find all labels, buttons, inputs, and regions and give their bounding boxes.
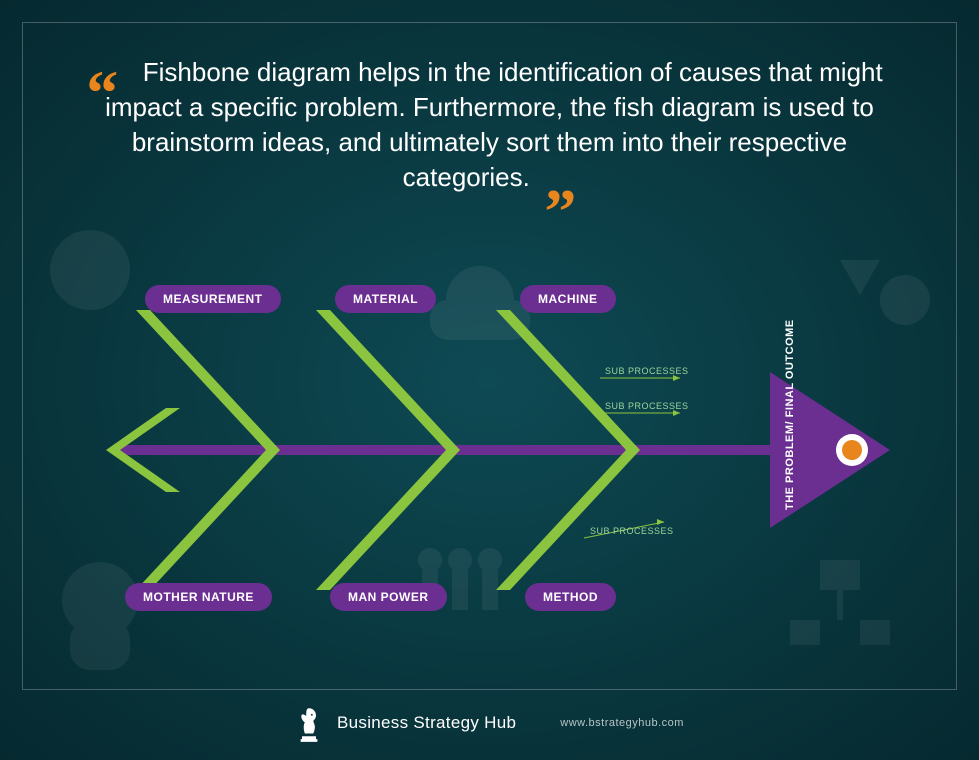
sub-process-label: SUB PROCESSES — [605, 401, 689, 411]
quote-text: Fishbone diagram helps in the identifica… — [105, 57, 883, 192]
open-quote-icon: “ — [86, 83, 118, 102]
knight-logo-icon — [295, 704, 323, 742]
category-pill: MATERIAL — [335, 285, 436, 313]
close-quote-icon: ” — [544, 202, 576, 221]
quote-block: “ Fishbone diagram helps in the identifi… — [90, 55, 889, 195]
category-pill: MAN POWER — [330, 583, 447, 611]
footer: Business Strategy Hub www.bstrategyhub.c… — [0, 704, 979, 742]
brand-url: www.bstrategyhub.com — [560, 717, 684, 729]
category-pill: METHOD — [525, 583, 616, 611]
category-pill: MOTHER NATURE — [125, 583, 272, 611]
category-pill: MACHINE — [520, 285, 616, 313]
sub-process-label: SUB PROCESSES — [605, 366, 689, 376]
fish-head-label: THE PROBLEM/ FINAL OUTCOME — [784, 390, 796, 510]
sub-process-label: SUB PROCESSES — [590, 526, 674, 536]
brand-name: Business Strategy Hub — [337, 713, 516, 733]
category-pill: MEASUREMENT — [145, 285, 281, 313]
